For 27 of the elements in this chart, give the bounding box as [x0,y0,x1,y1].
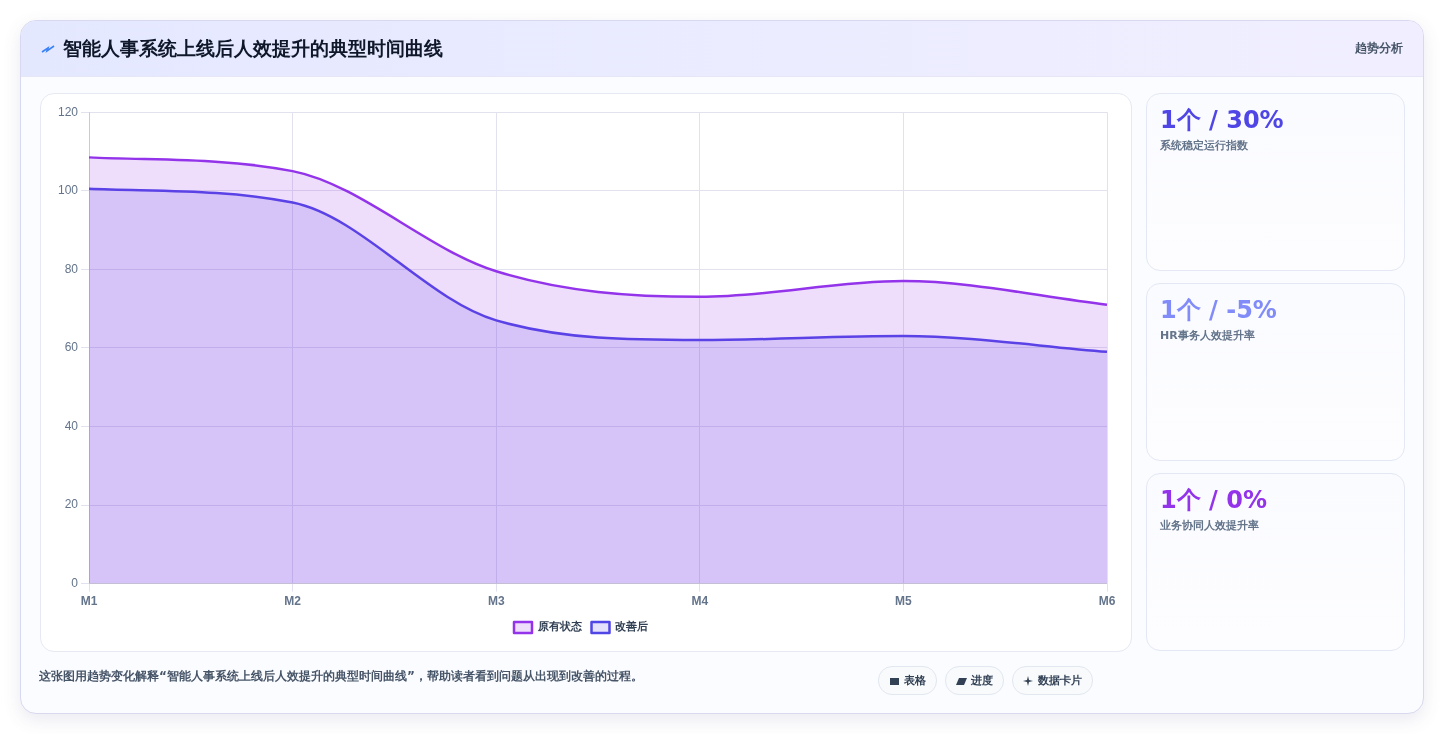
text: 业务协同人效提升率 [1160,518,1259,533]
x-tick-label: M5 [895,594,913,609]
text: 1个 / -5% [1160,295,1277,326]
y-tick-label: 40 [64,418,79,433]
y-tick-label: 20 [64,497,79,512]
x-tick-label: M2 [284,594,302,609]
text: 这张图用趋势变化解释“智能人事系统上线后人效提升的典型时间曲线”，帮助读者看到问题从出现到改善的过程。 [39,668,643,685]
chart-title: 智能人事系统上线后人效提升的典型时间曲线 [63,36,443,61]
text: 趋势分析 [1355,40,1403,57]
legend-label: 改善后 [615,620,648,634]
y-tick-label: 80 [64,261,79,276]
x-tick-label: M6 [1098,594,1116,609]
text: 进度 [971,673,993,688]
x-tick-label: M1 [80,594,98,609]
x-tick-label: M3 [487,594,505,609]
y-tick-label: 100 [57,183,79,198]
y-tick-label: 0 [71,575,79,590]
y-tick-label: 120 [57,104,79,119]
text: 系统稳定运行指数 [1160,138,1248,153]
y-tick-label: 60 [64,340,79,355]
text: 1个 / 30% [1160,105,1284,136]
legend-label: 原有状态 [536,620,583,634]
text: 表格 [904,673,926,688]
text: 1个 / 0% [1160,485,1267,516]
text: 数据卡片 [1038,673,1082,688]
text: HR事务人效提升率 [1160,328,1255,343]
x-tick-label: M4 [691,594,709,609]
